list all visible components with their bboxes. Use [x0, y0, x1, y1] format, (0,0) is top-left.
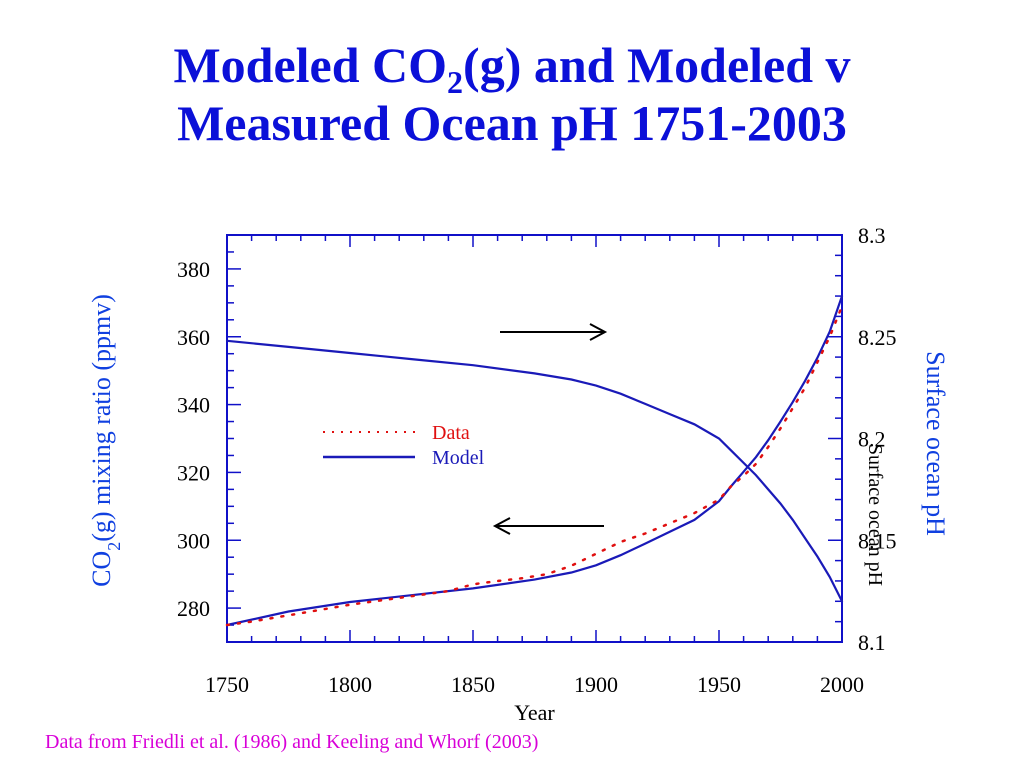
x-axis-label: Year [514, 700, 555, 725]
y-axis-label-left-a: CO [87, 551, 116, 587]
y-axis-label-left-b: (g) mixing ratio (ppmv) [87, 294, 116, 542]
x-tick-label: 1750 [205, 672, 249, 697]
y-axis-label-right: Surface ocean pH [921, 351, 950, 536]
series-model-left [225, 295, 844, 627]
title-line-2: Measured Ocean pH 1751-2003 [177, 95, 847, 151]
title-line-1: Modeled CO2(g) and Modeled v [0, 36, 1024, 98]
y-tick-label-left: 280 [177, 596, 210, 621]
series-model-right [225, 339, 844, 603]
legend-model-label: Model [432, 447, 485, 469]
y-tick-label-right: 8.1 [858, 630, 886, 655]
y-tick-label-right: 8.2 [858, 427, 886, 452]
y-tick-label-right: 8.25 [858, 325, 897, 350]
title-part-a: Modeled CO [173, 37, 448, 93]
y-tick-label-left: 300 [177, 528, 210, 553]
y-axis-label-left: CO2(g) mixing ratio (ppmv) [87, 294, 124, 587]
x-tick-label: 1800 [328, 672, 372, 697]
y-axis-label-right-overlay: Surface ocean pH [864, 444, 886, 586]
axis-tick-labels: 1750 1800 1850 1900 1950 2000 280 300 320 340 360 3… [177, 223, 897, 697]
series-data-left [225, 304, 844, 627]
legend-data-label: Data [432, 422, 470, 444]
x-tick-label: 2000 [820, 672, 864, 697]
arrow-right-icon [500, 323, 608, 341]
y-tick-label-right: 8.3 [858, 223, 886, 248]
series-layer [225, 295, 844, 627]
y-tick-label-left: 340 [177, 393, 210, 418]
x-tick-label: 1950 [697, 672, 741, 697]
y-tick-label-right: 8.15 [858, 528, 897, 553]
axis-ticks [226, 234, 843, 643]
slide-title: Modeled CO2(g) and Modeled v Measured Oc… [0, 36, 1024, 152]
y-tick-label-left: 380 [177, 257, 210, 282]
x-tick-label: 1850 [451, 672, 495, 697]
legend: Data Model [323, 422, 485, 469]
title-part-b: (g) and Modeled v [463, 37, 851, 93]
x-tick-label: 1900 [574, 672, 618, 697]
y-axis-label-left-sub: 2 [104, 542, 124, 551]
plot-frame [226, 234, 843, 643]
title-subscript: 2 [447, 64, 464, 100]
y-tick-label-left: 360 [177, 325, 210, 350]
y-tick-label-left: 320 [177, 460, 210, 485]
arrow-left-icon [492, 517, 604, 535]
source-footnote: Data from Friedli et al. (1986) and Keel… [45, 731, 539, 753]
